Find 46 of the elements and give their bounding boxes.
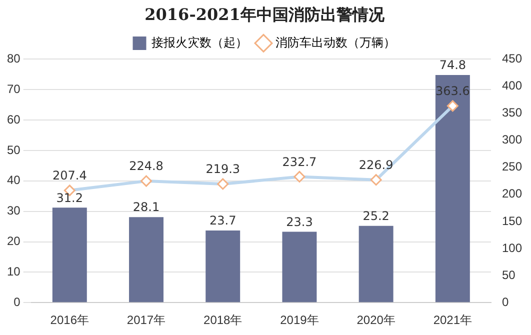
y2-tick-label: 350 xyxy=(502,106,522,120)
y-tick-label: 50 xyxy=(6,142,21,157)
data-label: 23.7 xyxy=(210,214,236,228)
y-tick-label: 20 xyxy=(6,234,21,248)
data-label: 226.9 xyxy=(358,158,394,172)
x-tick-label: 2020年 xyxy=(356,313,396,328)
y-tick-label: 10 xyxy=(6,264,21,278)
y-tick-label: 60 xyxy=(6,112,21,126)
bar xyxy=(282,232,317,302)
data-label: 207.4 xyxy=(52,168,87,183)
y2-tick-label: 400 xyxy=(502,78,522,93)
y2-tick-label: 150 xyxy=(502,214,522,228)
bar xyxy=(52,208,87,302)
data-label: 31.2 xyxy=(56,190,84,205)
y-tick-label: 80 xyxy=(6,52,21,66)
x-tick-label: 2016年 xyxy=(50,313,89,328)
x-tick-label: 2019年 xyxy=(280,313,319,328)
x-tick-label: 2018年 xyxy=(204,313,242,328)
data-label: 23.3 xyxy=(286,214,313,229)
y2-tick-label: 200 xyxy=(502,186,522,201)
y2-tick-label: 450 xyxy=(502,52,522,66)
data-label: 219.3 xyxy=(206,162,240,176)
y-tick-label: 40 xyxy=(6,173,21,188)
data-label: 224.8 xyxy=(129,159,164,174)
y2-tick-label: 0 xyxy=(502,294,509,309)
data-label: 232.7 xyxy=(282,154,317,169)
data-label: 363.6 xyxy=(435,84,470,98)
y-tick-label: 30 xyxy=(6,204,21,218)
data-label: 74.8 xyxy=(439,58,466,72)
y2-tick-label: 250 xyxy=(502,160,522,174)
y2-tick-label: 100 xyxy=(502,240,522,255)
bar xyxy=(358,226,394,302)
y2-tick-label: 50 xyxy=(502,268,516,282)
legend-label: 接报火灾数（起） xyxy=(152,36,248,50)
bar xyxy=(129,217,164,302)
chart-title: 2016-2021年中国消防出警情况 xyxy=(144,4,386,24)
bar xyxy=(206,230,240,302)
x-tick-label: 2021年 xyxy=(433,313,472,328)
x-tick-label: 2017年 xyxy=(126,313,166,328)
data-label: 28.1 xyxy=(132,200,160,214)
y-tick-label: 0 xyxy=(14,294,21,309)
y-tick-label: 70 xyxy=(6,82,21,96)
bar xyxy=(435,75,470,302)
data-label: 25.2 xyxy=(362,209,390,224)
legend-label: 消防车出动数（万辆） xyxy=(276,36,396,50)
y2-tick-label: 300 xyxy=(502,132,522,147)
